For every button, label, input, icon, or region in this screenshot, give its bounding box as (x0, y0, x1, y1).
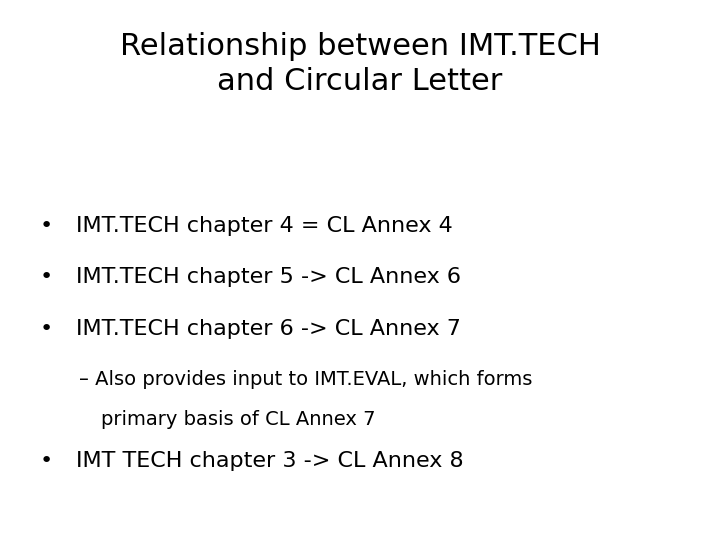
Text: IMT TECH chapter 3 -> CL Annex 8: IMT TECH chapter 3 -> CL Annex 8 (76, 451, 463, 471)
Text: IMT.TECH chapter 6 -> CL Annex 7: IMT.TECH chapter 6 -> CL Annex 7 (76, 319, 461, 339)
Text: •: • (40, 319, 53, 339)
Text: Relationship between IMT.TECH
and Circular Letter: Relationship between IMT.TECH and Circul… (120, 32, 600, 96)
Text: •: • (40, 267, 53, 287)
Text: •: • (40, 216, 53, 236)
Text: primary basis of CL Annex 7: primary basis of CL Annex 7 (101, 410, 375, 429)
Text: – Also provides input to IMT.EVAL, which forms: – Also provides input to IMT.EVAL, which… (79, 370, 533, 389)
Text: IMT.TECH chapter 4 = CL Annex 4: IMT.TECH chapter 4 = CL Annex 4 (76, 216, 452, 236)
Text: •: • (40, 451, 53, 471)
Text: IMT.TECH chapter 5 -> CL Annex 6: IMT.TECH chapter 5 -> CL Annex 6 (76, 267, 461, 287)
